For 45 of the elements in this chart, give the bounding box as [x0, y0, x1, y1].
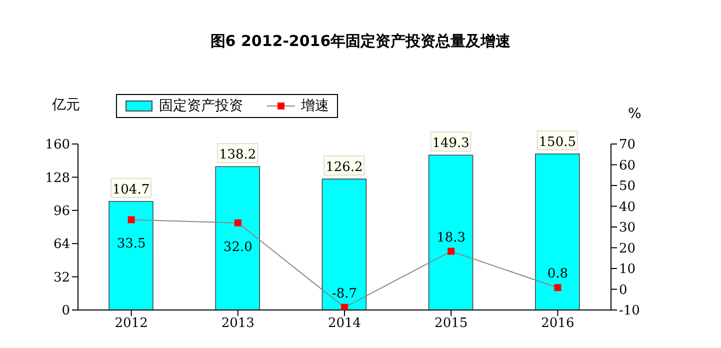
y2-tick-label: 70 [619, 138, 636, 153]
y2-tick-label: 0 [619, 282, 628, 298]
y2-axis-title: % [628, 106, 642, 122]
x-tick-label: 2013 [221, 316, 254, 332]
bar [535, 153, 580, 310]
y-tick-label: 64 [53, 237, 70, 252]
y2-tick-label: 20 [619, 241, 636, 256]
y-tick-label: 160 [45, 138, 70, 153]
y2-tick-label: 30 [619, 220, 636, 236]
data-label: 138.2 [218, 148, 256, 163]
data-label: 150.5 [538, 134, 576, 150]
y-tick-label: 0 [62, 304, 70, 319]
legend-label: 增速 [301, 97, 329, 115]
y-tick-label: 96 [53, 204, 70, 220]
bar [322, 178, 367, 310]
legend-label: 固定资产投资 [159, 97, 243, 115]
data-label: 126.2 [326, 160, 363, 176]
chart-title: 图6 2012-2016年固定资产投资总量及增速 [209, 32, 512, 51]
data-label: 0.8 [547, 266, 568, 282]
point [554, 284, 562, 292]
x-tick-label: 2014 [328, 316, 362, 332]
y-axis-title: 亿元 [52, 96, 80, 114]
data-label: 32.0 [223, 240, 252, 255]
y2-tick-label: 10 [619, 262, 636, 278]
x-tick-label: 2015 [434, 316, 468, 332]
bar [215, 166, 260, 310]
point [448, 248, 455, 255]
data-label: 18.3 [436, 230, 466, 246]
point [341, 304, 348, 310]
y2-tick-label: 40 [619, 200, 636, 215]
data-label: 33.5 [116, 236, 146, 252]
point [234, 219, 242, 226]
bar [108, 200, 154, 310]
y-tick-label: 128 [45, 170, 70, 186]
x-tick-label: 2012 [114, 316, 148, 332]
y2-tick-label: 60 [619, 158, 636, 174]
point [128, 216, 135, 224]
data-label: 104.7 [112, 182, 150, 198]
bar [428, 154, 474, 310]
x-tick-label: 2016 [541, 316, 574, 332]
data-label: -8.7 [332, 286, 358, 302]
y2-tick-label: -10 [619, 304, 640, 319]
data-label: 149.3 [432, 136, 470, 152]
y-tick-label: 32 [53, 270, 70, 286]
y2-tick-label: 50 [619, 179, 636, 194]
